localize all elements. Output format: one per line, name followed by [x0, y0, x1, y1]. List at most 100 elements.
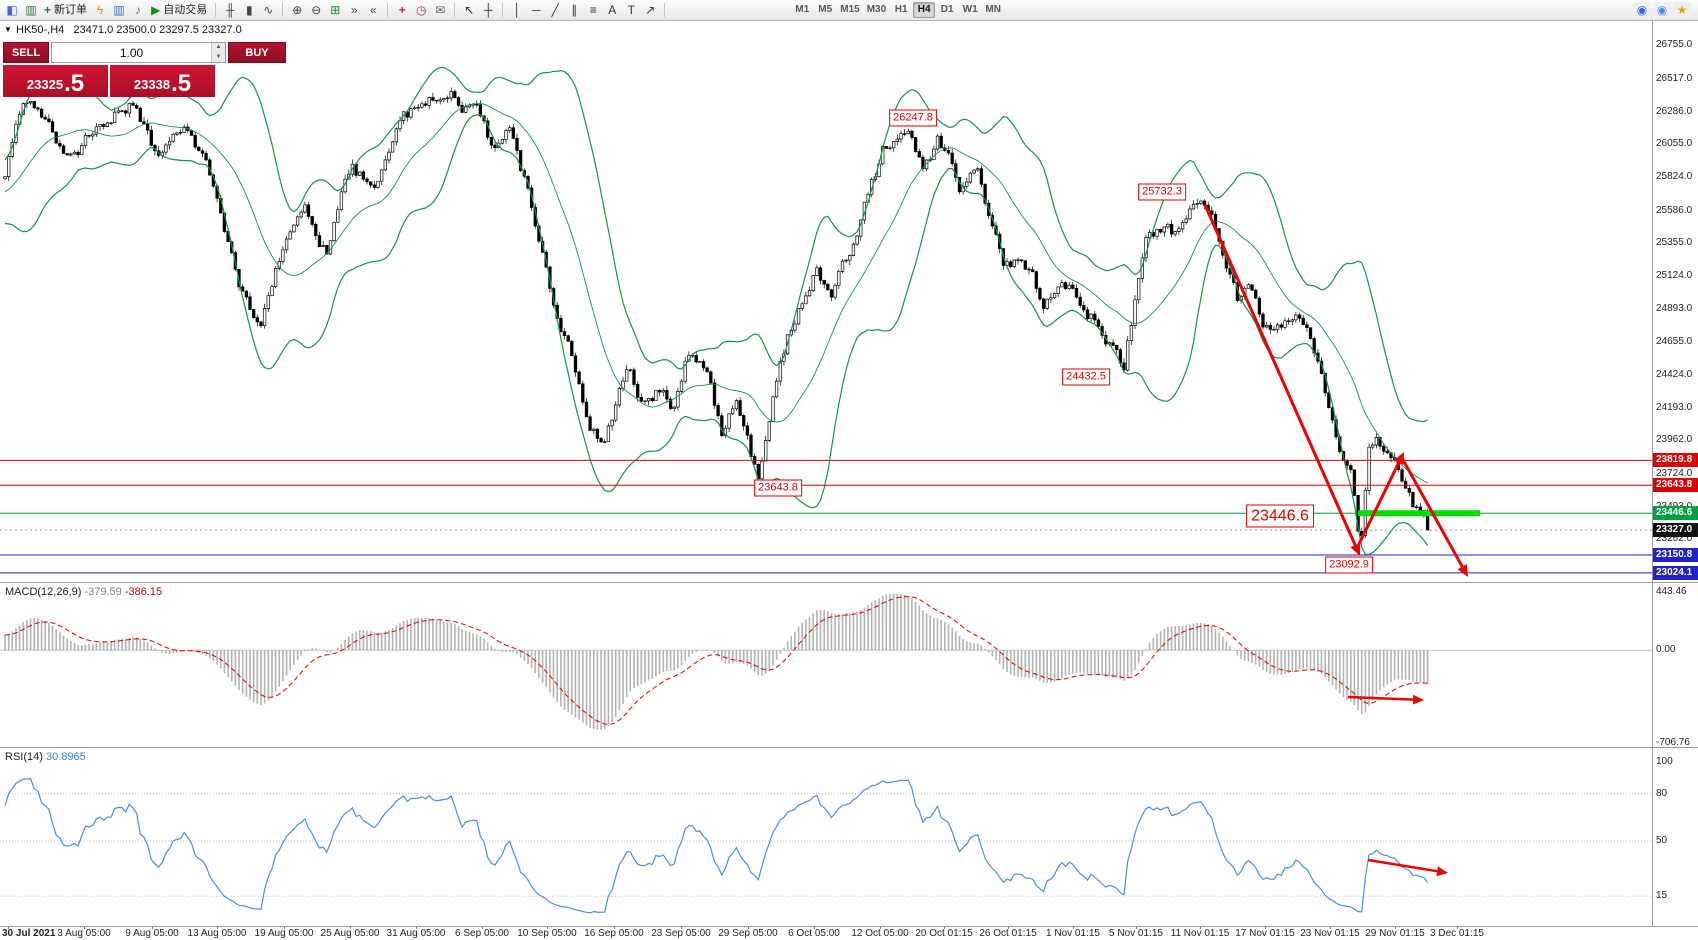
- chart-shift-button[interactable]: «: [364, 2, 382, 19]
- price-tick-25586.0: 25586.0: [1656, 204, 1693, 216]
- mailbox-button[interactable]: ✉: [431, 2, 449, 19]
- tf-m30[interactable]: M30: [864, 2, 889, 18]
- one-click-collapse-toggle[interactable]: ▼: [4, 25, 12, 34]
- channel-icon: ∥: [571, 3, 578, 17]
- tf-h4-label: H4: [917, 4, 931, 15]
- community-icon[interactable]: ◉: [1633, 1, 1651, 19]
- alerts-button[interactable]: ♪: [129, 2, 147, 19]
- tf-h4[interactable]: H4: [913, 2, 936, 18]
- volume-up-button[interactable]: ▲: [212, 43, 225, 53]
- pane-separator[interactable]: [0, 747, 1698, 748]
- arrows-button[interactable]: ↗: [641, 2, 659, 19]
- favorites-icon: ★: [1676, 3, 1688, 17]
- auto-scroll-button[interactable]: »: [345, 2, 363, 19]
- candle-chart-button[interactable]: ▮: [240, 2, 258, 19]
- tf-d1-label: D1: [940, 4, 954, 15]
- time-tick: [681, 926, 682, 929]
- horizontal-line-button[interactable]: ─: [527, 2, 545, 19]
- zoom-out-button[interactable]: ⊖: [307, 2, 325, 19]
- channel-button[interactable]: ∥: [565, 2, 583, 19]
- price-tick-25355.0: 25355.0: [1656, 237, 1693, 249]
- time-tick: [880, 926, 881, 929]
- toolbar-separator: [664, 3, 666, 17]
- search-icon: ◉: [1656, 3, 1668, 17]
- tf-m1[interactable]: M1: [791, 2, 813, 18]
- favorites-icon[interactable]: ★: [1673, 1, 1691, 19]
- vertical-line-button[interactable]: │: [508, 2, 526, 19]
- periods-button[interactable]: ◷: [412, 2, 430, 19]
- sell-button[interactable]: SELL: [3, 42, 49, 63]
- trendline-icon: ╱: [551, 3, 559, 17]
- tf-d1[interactable]: D1: [936, 2, 958, 18]
- profiles-button[interactable]: ϟ: [91, 2, 109, 19]
- time-label-21: 29 Nov 01:15: [1365, 928, 1425, 939]
- add-indicator-button[interactable]: +: [393, 2, 411, 19]
- sell-price[interactable]: 23325.5: [3, 65, 108, 97]
- rsi-pane[interactable]: RSI(14) 30.8965: [0, 748, 1652, 926]
- trend-arrow: [1355, 458, 1402, 549]
- bar-chart-icon: ╫: [225, 3, 235, 17]
- main-chart-pane[interactable]: HK50-,H4 23471.0 23500.0 23297.5 23327.0…: [0, 20, 1652, 582]
- time-label-0: 30 Jul 2021: [2, 928, 56, 939]
- main-toolbar: ◧ ▥ + 新订单 ϟ ▥ ♪ ▶ 自动交易 ╫ ▮ ∿ ⊕ ⊖ ⊞» «+ ◷ ✉ ↖ ┼ │ ─ ╱ ∥ ≡ A T ↗ M1 M5 M…: [0, 0, 1698, 21]
- market-watch-button[interactable]: ▥: [110, 2, 128, 19]
- zoom-in-button[interactable]: ⊕: [288, 2, 306, 19]
- price-tick-25124.0: 25124.0: [1656, 270, 1693, 282]
- macd-histogram: [4, 593, 1429, 730]
- auto-scroll-icon: »: [350, 3, 358, 17]
- chart-shift-icon: «: [369, 3, 377, 17]
- text-button[interactable]: A: [603, 2, 621, 19]
- trend-arrow: [1367, 858, 1442, 874]
- trend-arrow-head: [1394, 452, 1404, 465]
- rsi-scale-50: 50: [1656, 835, 1668, 846]
- pane-separator[interactable]: [0, 582, 1698, 583]
- buy-button[interactable]: BUY: [228, 42, 286, 63]
- tf-h1[interactable]: H1: [890, 2, 912, 18]
- time-label-18: 11 Nov 01:15: [1170, 928, 1230, 939]
- crosshair-icon: ┼: [483, 3, 493, 17]
- new-order-button[interactable]: + 新订单: [41, 2, 90, 19]
- time-axis[interactable]: 30 Jul 2021 3 Aug 05:00 9 Aug 05:00 13 Aug …: [0, 926, 1698, 940]
- toolbar-group-timeframes: M1 M5 M15 M30 H1 H4 D1 W1 MN: [791, 2, 1004, 18]
- trendline-button[interactable]: ╱: [546, 2, 564, 19]
- price-axis[interactable]: 26755.0 26517.0 26286.0 26055.0 25824.0 25586…: [1652, 20, 1698, 926]
- time-label-1: 3 Aug 05:00: [57, 928, 111, 939]
- crosshair-button[interactable]: ┼: [479, 2, 497, 19]
- bar-chart-button[interactable]: ╫: [221, 2, 239, 19]
- fibonacci-icon: ≡: [589, 3, 597, 17]
- new-order-button-label: 新订单: [54, 3, 88, 16]
- tile-windows-button[interactable]: ⊞: [326, 2, 344, 19]
- text-label-button[interactable]: T: [622, 2, 640, 19]
- time-label-17: 5 Nov 01:15: [1109, 928, 1163, 939]
- bollinger-upper: [4, 66, 1428, 423]
- toolbar-group-drawing: │ ─ ╱ ∥ ≡ A T ↗: [508, 2, 659, 19]
- rsi-line: [4, 778, 1429, 914]
- search-icon[interactable]: ◉: [1653, 1, 1671, 19]
- app-icon[interactable]: ◧: [3, 2, 21, 19]
- macd-scale-443.46: 443.46: [1656, 586, 1687, 597]
- time-label-10: 23 Sep 05:00: [651, 928, 711, 939]
- trend-arrow: [1400, 457, 1466, 571]
- new-chart-button[interactable]: ▥: [22, 2, 40, 19]
- tf-m5[interactable]: M5: [814, 2, 836, 18]
- price-annotation-23092.9: 23092.9: [1325, 556, 1373, 574]
- tf-m1-label: M1: [795, 4, 810, 15]
- price-tick-26055.0: 26055.0: [1656, 138, 1693, 150]
- cursor-icon: ↖: [464, 3, 475, 17]
- price-tick-25824.0: 25824.0: [1656, 171, 1693, 183]
- price-annotation-23643.8: 23643.8: [754, 479, 802, 497]
- volume-input[interactable]: [52, 43, 211, 62]
- tf-w1[interactable]: W1: [959, 2, 981, 18]
- macd-pane[interactable]: MACD(12,26,9) -379.59 -386.15: [0, 583, 1652, 747]
- price-annotation-23446.6: 23446.6: [1246, 504, 1314, 528]
- tf-m15[interactable]: M15: [837, 2, 862, 18]
- fibonacci-button[interactable]: ≡: [584, 2, 602, 19]
- line-chart-button[interactable]: ∿: [259, 2, 277, 19]
- tf-mn[interactable]: MN: [982, 2, 1004, 18]
- price-tick-26517.0: 26517.0: [1656, 73, 1693, 85]
- autotrading-button[interactable]: ▶ 自动交易: [148, 2, 210, 19]
- buy-price[interactable]: 23338.5: [110, 65, 215, 97]
- volume-down-button[interactable]: ▼: [212, 52, 225, 62]
- cursor-button[interactable]: ↖: [460, 2, 478, 19]
- toolbar-group-standard: ◧ ▥ + 新订单 ϟ ▥ ♪ ▶ 自动交易: [3, 2, 210, 19]
